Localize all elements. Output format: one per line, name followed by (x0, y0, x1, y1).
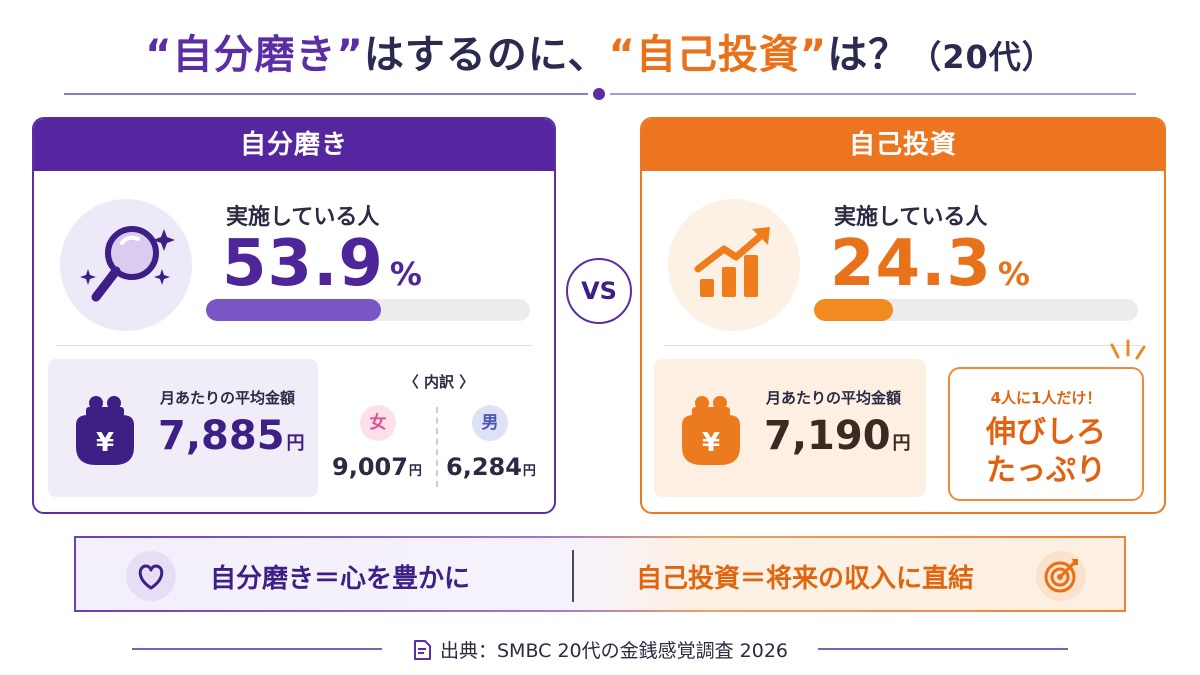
male-amount: 6,284円 (446, 453, 536, 481)
yen-purse-icon: ¥ (668, 389, 754, 471)
self-polish-stat-unit: % (389, 255, 423, 293)
self-investment-stat-unit: % (997, 255, 1031, 293)
page-title: “自分磨き”はするのに、“自己投資”は？（20代） (0, 22, 1200, 80)
target-icon (1036, 551, 1086, 601)
self-investment-summary: 自己投資＝将来の収入に直結 (636, 564, 975, 594)
callout-line-2: たっぷり (986, 453, 1106, 488)
self-polish-amount-number: 7,885 (158, 413, 285, 459)
growth-chart-icon (668, 199, 800, 331)
breakdown-title: 〈 内訳 〉 (403, 373, 475, 391)
self-investment-progress-bar (814, 299, 1138, 321)
vs-badge: VS (566, 258, 632, 324)
self-polish-amount-value: 7,885 円 (158, 413, 305, 459)
self-polish-summary: 自分磨き＝心を豊かに (210, 564, 471, 594)
self-investment-header: 自己投資 (642, 119, 1164, 171)
title-suffix: （20代） (909, 38, 1055, 76)
self-polish-divider (56, 345, 532, 346)
title-part-question: は？ (827, 32, 910, 78)
self-polish-amount-unit: 円 (286, 433, 305, 454)
svg-text:¥: ¥ (702, 428, 720, 458)
title-rule-left (64, 93, 588, 95)
title-part-connector: はするのに、 (363, 32, 609, 78)
source-rule-right (818, 648, 1068, 650)
title-part-self-polish: “自分磨き” (145, 32, 364, 78)
svg-text:¥: ¥ (96, 428, 114, 458)
male-amount-number: 6,284 (446, 453, 522, 481)
self-polish-stat-number: 53.9 (222, 227, 384, 301)
source-note: 出典：SMBC 20代の金銭感覚調査 2026 (0, 636, 1200, 663)
self-polish-amount-box: ¥ 月あたりの平均金額 7,885 円 (48, 359, 318, 497)
summary-divider (572, 550, 574, 602)
document-icon (413, 640, 431, 660)
self-investment-divider (664, 345, 1142, 346)
emphasis-sparkle-icon (1110, 339, 1146, 360)
self-investment-progress-fill (814, 299, 893, 321)
self-polish-progress-fill (206, 299, 381, 321)
gender-divider (436, 407, 438, 487)
self-investment-amount-label: 月あたりの平均金額 (766, 389, 902, 407)
self-polish-stat-value: 53.9% (222, 227, 423, 301)
self-investment-stat-value: 24.3% (830, 227, 1031, 301)
magnifier-sparkle-icon (60, 199, 192, 331)
male-badge: 男 (472, 405, 508, 441)
self-investment-stat-number: 24.3 (830, 227, 992, 301)
self-investment-amount-number: 7,190 (764, 413, 891, 459)
female-amount-unit: 円 (408, 464, 422, 479)
female-amount-number: 9,007 (332, 453, 408, 481)
female-amount: 9,007円 (332, 453, 422, 481)
yen-purse-icon: ¥ (62, 389, 148, 471)
source-rule-left (132, 648, 382, 650)
self-investment-amount-unit: 円 (892, 433, 911, 454)
growth-potential-callout: 4人に1人だけ！ 伸びしろ たっぷり (948, 367, 1144, 501)
self-polish-stat-label: 実施している人 (226, 205, 380, 230)
callout-line-1: 伸びしろ (986, 415, 1106, 450)
callout-ratio: 4人に1人だけ！ (990, 389, 1102, 407)
heart-icon (126, 551, 176, 601)
summary-band: 自分磨き＝心を豊かに 自己投資＝将来の収入に直結 (74, 536, 1126, 612)
self-investment-stat-label: 実施している人 (834, 205, 988, 230)
self-polish-amount-label: 月あたりの平均金額 (160, 389, 296, 407)
self-investment-amount-box: ¥ 月あたりの平均金額 7,190 円 (654, 359, 926, 497)
self-polish-progress-bar (206, 299, 530, 321)
male-amount-unit: 円 (522, 464, 536, 479)
title-rule-dot (593, 88, 605, 100)
self-polish-panel: 自分磨き 実施している人 53.9% ¥ 月あたりの平均金額 7,885 円 (32, 117, 556, 514)
female-badge: 女 (360, 405, 396, 441)
title-rule-right (610, 93, 1136, 95)
self-investment-amount-value: 7,190 円 (764, 413, 911, 459)
self-investment-panel: 自己投資 実施している人 24.3% ¥ 月あたりの平均金額 7,190 円 (640, 117, 1166, 514)
title-part-self-investment: “自己投資” (608, 32, 828, 78)
self-polish-header: 自分磨き (34, 119, 554, 171)
source-text: 出典：SMBC 20代の金銭感覚調査 2026 (439, 640, 789, 662)
